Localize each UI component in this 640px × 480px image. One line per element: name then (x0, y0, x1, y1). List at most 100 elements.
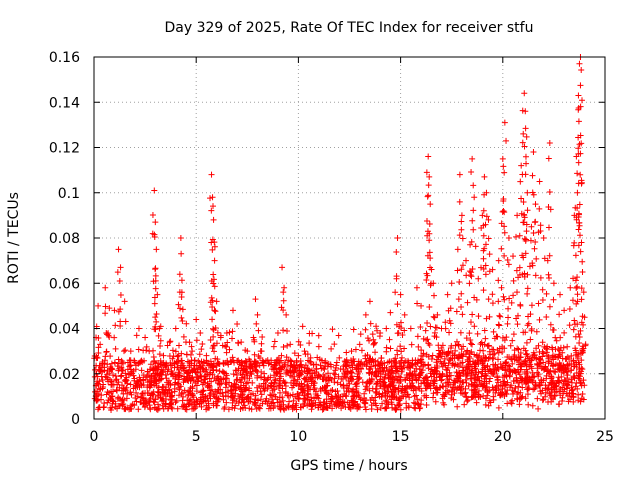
data-point (141, 404, 148, 411)
data-point (468, 368, 475, 375)
data-point (208, 294, 215, 301)
data-point (159, 389, 166, 396)
data-point (463, 335, 470, 342)
data-point (212, 398, 219, 405)
data-point (540, 235, 547, 241)
data-point (424, 228, 431, 235)
data-point (270, 372, 277, 379)
data-point (522, 236, 529, 243)
data-point (430, 394, 437, 401)
data-point (229, 397, 236, 404)
data-point (305, 391, 312, 398)
data-point (106, 334, 113, 341)
data-point (159, 383, 166, 390)
data-point (447, 372, 454, 379)
data-point (401, 387, 408, 394)
data-point (460, 343, 467, 350)
data-point (510, 292, 517, 299)
data-point (173, 359, 180, 366)
data-point (525, 401, 532, 408)
data-point (199, 341, 206, 348)
data-point (528, 223, 535, 230)
x-tick-label: 15 (392, 429, 410, 445)
data-point (486, 268, 493, 275)
data-point (453, 308, 460, 315)
data-point (426, 303, 433, 310)
data-point (178, 277, 185, 284)
data-point (246, 375, 253, 382)
data-point (201, 368, 208, 375)
data-point (364, 378, 371, 385)
data-point (212, 355, 219, 362)
data-point (576, 211, 583, 218)
data-point (498, 220, 505, 227)
data-point (274, 330, 281, 337)
data-point (151, 187, 158, 194)
data-point (471, 394, 478, 401)
data-point (102, 284, 109, 291)
y-tick-label: 0 (71, 412, 80, 428)
data-point (418, 352, 425, 359)
data-point (550, 280, 557, 287)
x-tick-label: 5 (192, 429, 201, 445)
data-point (317, 373, 324, 380)
data-point (341, 399, 348, 406)
data-point (458, 383, 465, 390)
data-point (138, 367, 145, 374)
data-point (158, 386, 165, 393)
data-point (537, 363, 544, 370)
data-point (169, 347, 176, 354)
data-point (284, 328, 291, 335)
data-point (264, 400, 271, 407)
data-point (455, 363, 462, 370)
data-point (510, 331, 517, 338)
data-point (379, 400, 386, 407)
data-point (213, 402, 220, 409)
data-point (97, 341, 104, 348)
data-point (358, 347, 365, 354)
x-tick-label: 10 (289, 429, 307, 445)
data-point (258, 374, 265, 381)
data-point (265, 360, 272, 367)
data-point (140, 376, 147, 383)
data-point (342, 361, 349, 368)
data-point (424, 193, 431, 200)
data-point (215, 395, 222, 402)
data-point (209, 303, 216, 310)
data-point (434, 311, 441, 318)
data-point (408, 385, 415, 392)
data-point (411, 404, 418, 411)
data-point (536, 316, 543, 323)
data-point (194, 378, 201, 385)
data-point (577, 373, 584, 380)
data-point (548, 373, 555, 380)
data-point (555, 378, 562, 385)
data-point (153, 376, 160, 383)
data-point (576, 219, 583, 226)
data-point (506, 363, 513, 370)
data-point (568, 387, 575, 394)
data-point (490, 386, 497, 393)
data-point (160, 368, 167, 375)
data-point (556, 311, 563, 318)
data-point (395, 330, 402, 337)
data-point (539, 397, 546, 404)
data-point (527, 311, 534, 318)
data-point (552, 369, 559, 376)
data-point (162, 372, 169, 379)
data-point (521, 214, 528, 221)
data-point (281, 284, 288, 291)
data-point (150, 375, 157, 382)
data-point (386, 336, 393, 343)
data-point (339, 375, 346, 382)
data-point (532, 238, 539, 245)
data-point (479, 341, 486, 348)
data-point (412, 371, 419, 378)
data-point (257, 388, 264, 395)
data-point (483, 355, 490, 362)
data-point (545, 155, 552, 162)
data-point (179, 389, 186, 396)
data-point (469, 341, 476, 348)
data-point (534, 369, 541, 376)
data-point (578, 66, 585, 73)
